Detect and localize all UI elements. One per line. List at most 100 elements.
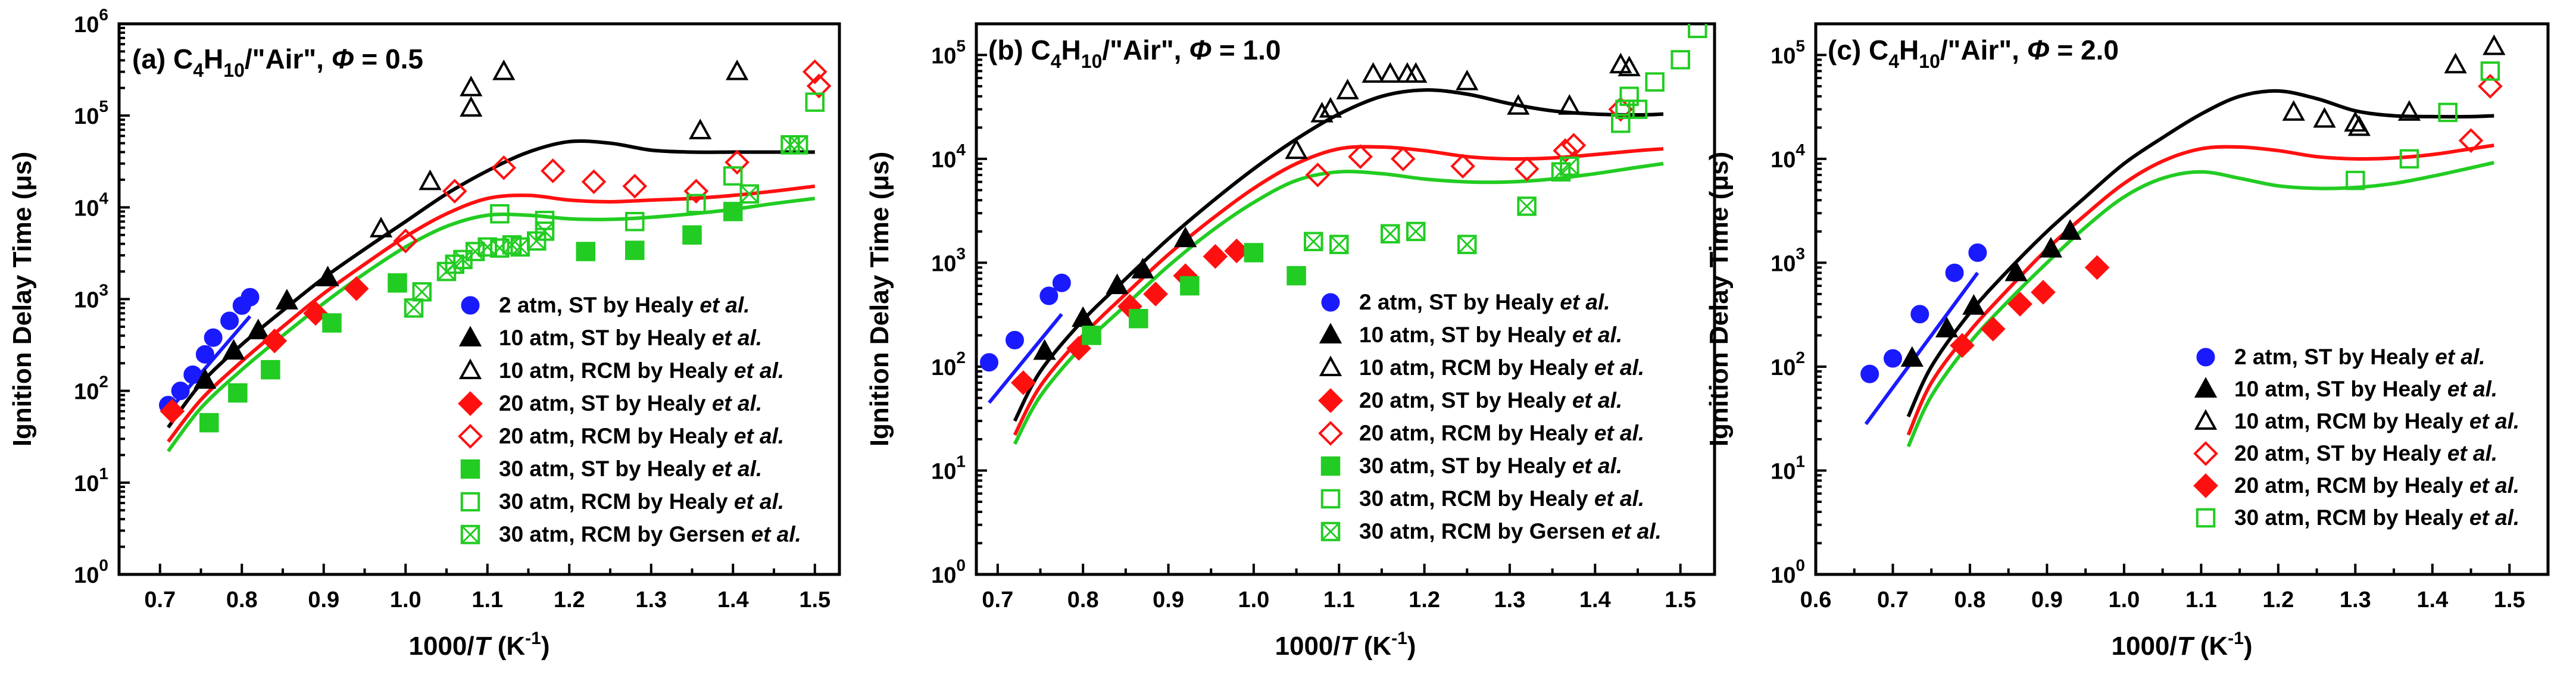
data-point (2399, 149, 2419, 169)
data-point (1611, 113, 1631, 133)
data-point (1303, 232, 1323, 252)
data-point (625, 240, 645, 260)
legend-marker (2194, 409, 2218, 430)
legend-label: 2 atm, ST by Healy et al. (2234, 345, 2486, 369)
data-point (725, 149, 750, 175)
legend-label: 10 atm, ST by Healy et al. (499, 326, 762, 350)
legend-marker (2194, 377, 2218, 398)
data-point (686, 193, 706, 214)
data-point (1962, 294, 1985, 315)
data-point (460, 96, 483, 117)
y-tick-label: 102 (74, 373, 108, 405)
data-point (725, 59, 749, 80)
data-point (2478, 74, 2503, 99)
data-point (1305, 162, 1331, 188)
legend-marker (1321, 293, 1340, 312)
data-point (689, 118, 712, 139)
data-point (1456, 70, 1479, 90)
data-point (404, 298, 424, 318)
y-tick-label: 104 (74, 189, 108, 221)
y-axis-title: Ignition Delay Time (μs) (1704, 152, 1734, 447)
series-7 (1303, 156, 1579, 254)
y-tick-label: 103 (74, 281, 108, 313)
data-point (241, 288, 260, 307)
data-point (1381, 224, 1400, 244)
legend-label: 2 atm, ST by Healy et al. (1359, 290, 1610, 314)
data-point (490, 204, 510, 224)
x-tick-label: 1.5 (799, 588, 830, 612)
legend-marker (458, 424, 483, 449)
legend-label: 30 atm, ST by Healy et al. (1359, 454, 1622, 478)
data-point (1039, 286, 1058, 305)
data-point (1900, 346, 1924, 367)
series-6 (490, 92, 825, 232)
data-point (1348, 144, 1373, 170)
series-5 (2346, 61, 2500, 190)
data-point (393, 229, 419, 254)
panel-title: (a) C4H10/"Air", Φ = 0.5 (132, 43, 423, 81)
model-curve-black (1013, 88, 1664, 422)
data-point (2438, 102, 2458, 123)
data-point (1671, 50, 1690, 70)
data-point (789, 135, 808, 155)
data-point (1052, 273, 1071, 292)
y-tick-label: 101 (1771, 452, 1805, 484)
legend-label: 30 atm, RCM by Gersen et al. (1359, 519, 1662, 543)
legend-label: 30 atm, RCM by Healy et al. (2234, 505, 2519, 530)
data-point (1362, 62, 1385, 83)
data-point (1143, 282, 1168, 307)
data-point (2004, 260, 2028, 282)
y-tick-label: 103 (1771, 244, 1805, 276)
data-point (625, 211, 645, 232)
legend-label: 20 atm, RCM by Healy et al. (499, 424, 784, 448)
data-point (1615, 99, 1635, 119)
data-point (1945, 263, 1964, 282)
data-point (1980, 316, 2006, 342)
legend-marker (1320, 456, 1341, 476)
y-tick-label: 102 (931, 348, 966, 380)
x-axis-title: 1000/T (K-1) (2112, 629, 2253, 661)
legend-label: 30 atm, RCM by Healy et al. (1359, 486, 1644, 511)
data-point (1561, 133, 1587, 158)
legend-marker (1320, 489, 1341, 509)
legend: 2 atm, ST by Healy et al. 10 atm, ST by H… (2193, 345, 2519, 530)
data-point (723, 202, 743, 221)
y-tick-label: 102 (1771, 348, 1805, 380)
panel-title: (c) C4H10/"Air", Φ = 2.0 (1828, 35, 2119, 72)
panel-a: 0.7 0.8 0.9 1.0 1.1 1.2 1.3 1.4 1.5 100 101 102 103 1… (8, 5, 841, 661)
data-point (1860, 364, 1879, 383)
model-curve-black (1906, 89, 2494, 418)
data-point (442, 179, 467, 204)
x-tick-label: 1.4 (717, 588, 749, 612)
data-point (1910, 305, 1929, 324)
plot-frame (975, 22, 1716, 576)
data-point (204, 328, 223, 347)
data-point (1174, 226, 1197, 248)
plot-frame (1814, 22, 2550, 576)
data-point (622, 173, 648, 199)
data-point (1244, 243, 1264, 262)
data-point (1106, 273, 1129, 295)
data-point (1404, 62, 1428, 83)
series-5 (199, 202, 743, 433)
x-tick-label: 1.4 (1579, 588, 1611, 612)
data-point (2444, 52, 2467, 74)
data-point (419, 169, 442, 190)
series-4 (393, 59, 832, 254)
series-4 (1305, 96, 1634, 188)
data-point (1033, 339, 1056, 360)
plot-area (1860, 34, 2506, 448)
legend-label: 2 atm, ST by Healy et al. (499, 293, 750, 317)
model-curve-green (1906, 161, 2495, 448)
legend-marker (2196, 348, 2215, 367)
x-tick-label: 1.0 (390, 588, 421, 612)
data-point (723, 166, 743, 186)
x-tick-label: 1.3 (2340, 588, 2371, 612)
legend-label: 20 atm, ST by Healy et al. (1359, 388, 1622, 412)
data-point (2346, 170, 2365, 190)
x-tick-label: 0.7 (144, 588, 176, 612)
legend-marker (2196, 508, 2216, 528)
legend-marker (458, 391, 483, 416)
data-point (412, 282, 432, 302)
x-tick-label: 0.8 (1067, 588, 1099, 612)
